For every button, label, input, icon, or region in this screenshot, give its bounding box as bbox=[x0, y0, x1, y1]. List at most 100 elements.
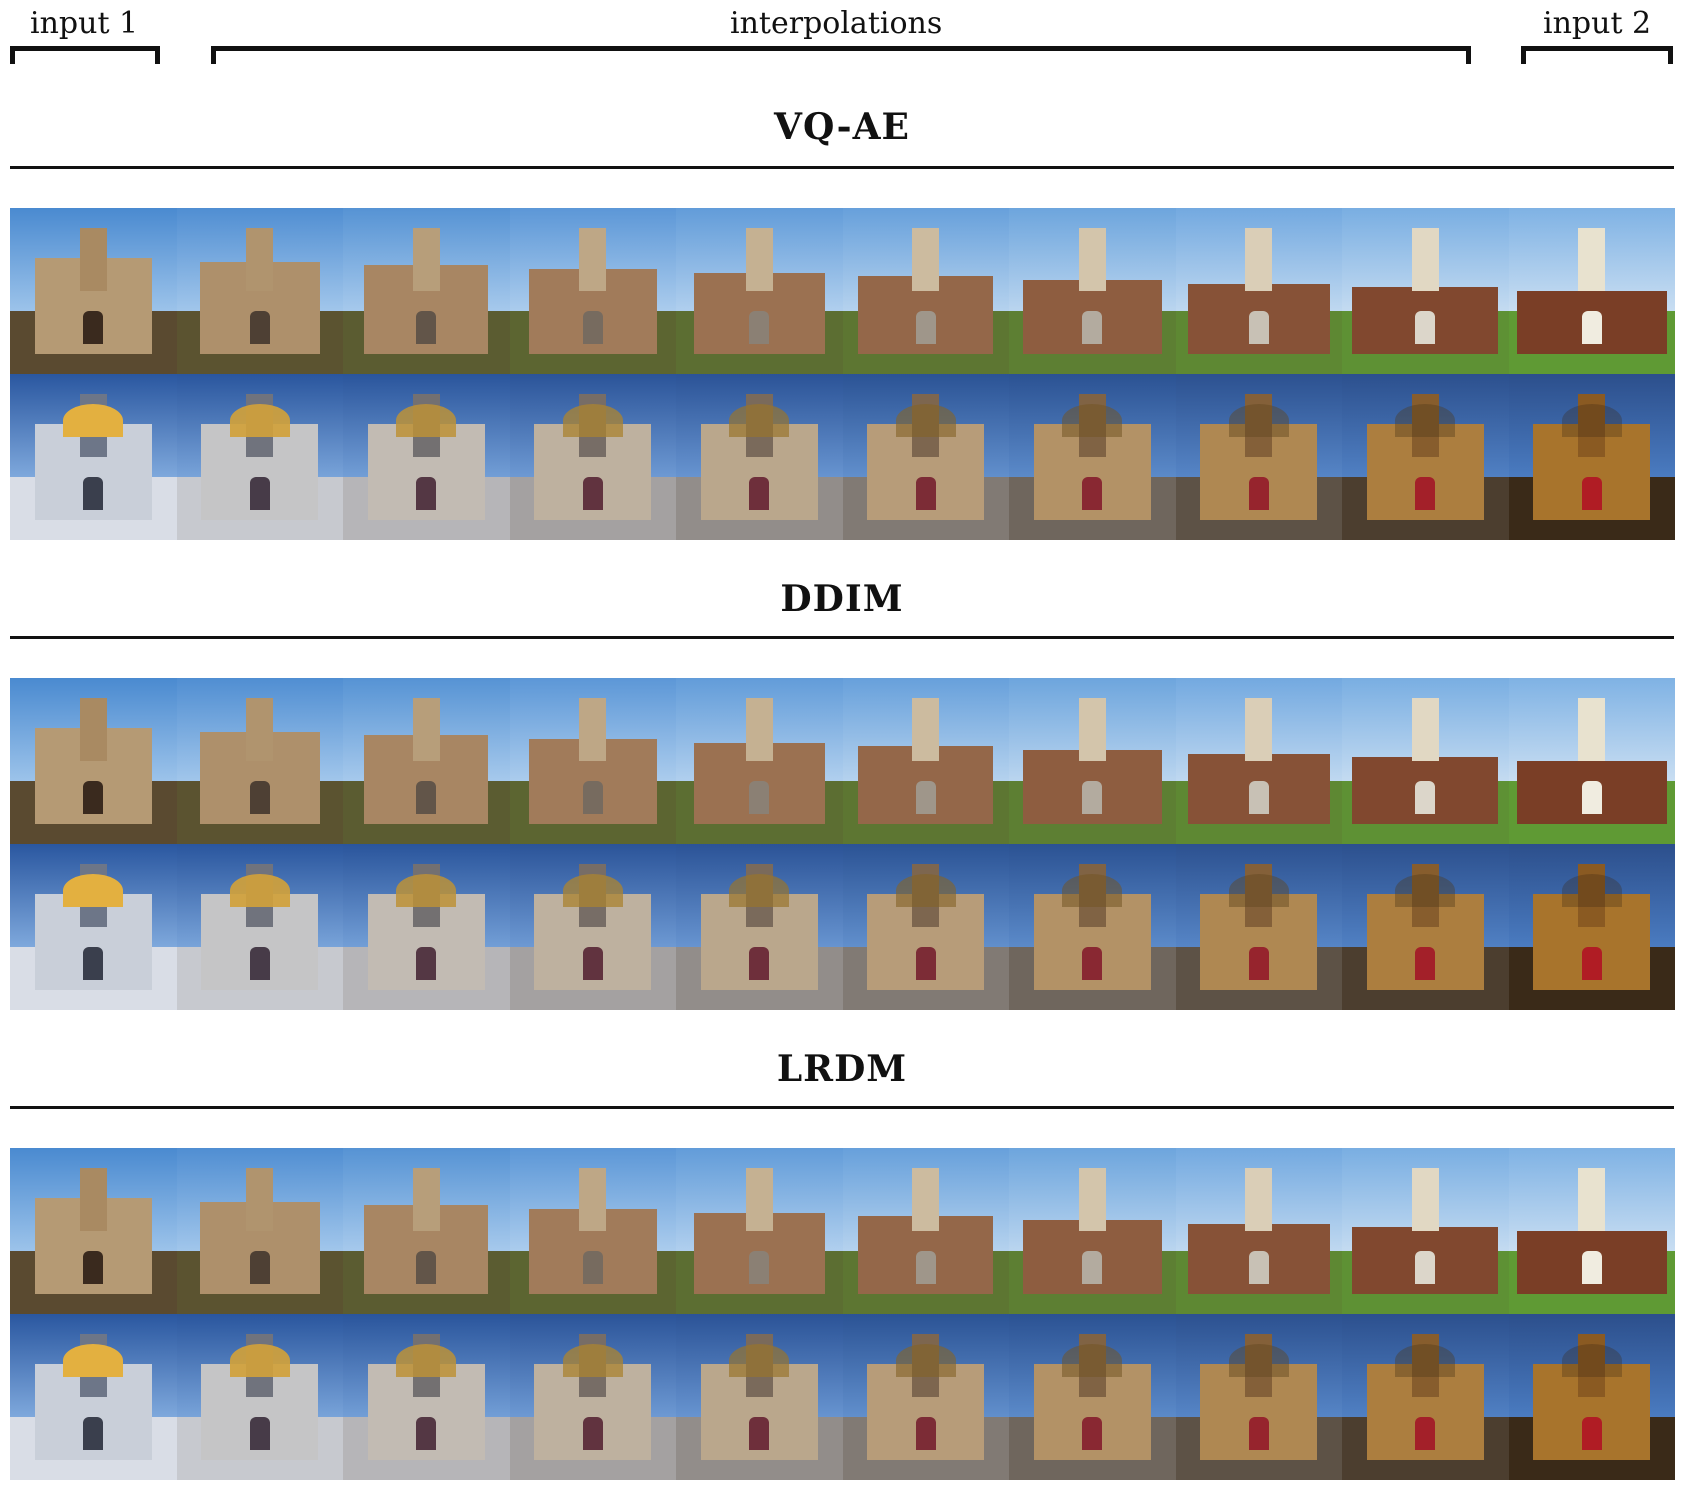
dome-shape bbox=[895, 403, 956, 438]
door-shape bbox=[249, 1250, 270, 1285]
photo-lrdm-r1-c10 bbox=[1508, 1148, 1675, 1314]
photo-vq-ae-r2-c4 bbox=[509, 374, 676, 540]
photo-ddim-r1-c6 bbox=[842, 678, 1009, 844]
tower-shape bbox=[246, 697, 274, 761]
input-2-bracket bbox=[1521, 46, 1673, 64]
photo-ddim-r2-c6 bbox=[842, 844, 1009, 1010]
tower-shape bbox=[1578, 1333, 1606, 1397]
dome-shape bbox=[895, 873, 956, 908]
photo-ddim-r1-c10 bbox=[1508, 678, 1675, 844]
photo-ddim-r2-c1 bbox=[10, 844, 177, 1010]
photo-ddim-r2-c8 bbox=[1175, 844, 1342, 1010]
photo-vq-ae-r1-c3 bbox=[343, 208, 510, 374]
tower-shape bbox=[1078, 697, 1106, 761]
dome-shape bbox=[729, 1343, 790, 1378]
photo-ddim-r2-c4 bbox=[509, 844, 676, 1010]
image-grid-lrdm bbox=[10, 1148, 1675, 1480]
door-shape bbox=[83, 310, 104, 345]
banner-shape bbox=[915, 1416, 936, 1451]
image-grid-ddim bbox=[10, 678, 1675, 1010]
banner-shape bbox=[582, 476, 603, 511]
banner-shape bbox=[1248, 476, 1269, 511]
door-shape bbox=[249, 780, 270, 815]
banner-shape bbox=[1415, 476, 1436, 511]
dome-shape bbox=[1395, 1343, 1456, 1378]
tower-shape bbox=[579, 697, 607, 761]
banner-shape bbox=[1415, 1416, 1436, 1451]
dome-shape bbox=[729, 403, 790, 438]
photo-lrdm-r2-c7 bbox=[1009, 1314, 1176, 1480]
door-shape bbox=[1082, 1250, 1103, 1285]
banner-shape bbox=[749, 476, 770, 511]
banner-shape bbox=[1415, 946, 1436, 981]
dome-shape bbox=[63, 1343, 124, 1378]
photo-vq-ae-r2-c1 bbox=[10, 374, 177, 540]
banner-shape bbox=[83, 1416, 104, 1451]
photo-lrdm-r2-c6 bbox=[842, 1314, 1009, 1480]
dome-shape bbox=[229, 403, 290, 438]
tower-shape bbox=[912, 697, 940, 761]
tower-shape bbox=[1411, 393, 1439, 457]
banner-shape bbox=[582, 946, 603, 981]
photo-ddim-r1-c2 bbox=[176, 678, 343, 844]
photo-vq-ae-r1-c1 bbox=[10, 208, 177, 374]
photo-lrdm-r2-c5 bbox=[676, 1314, 843, 1480]
banner-shape bbox=[416, 946, 437, 981]
photo-ddim-r1-c4 bbox=[509, 678, 676, 844]
door-shape bbox=[416, 1250, 437, 1285]
dome-shape bbox=[729, 873, 790, 908]
tower-shape bbox=[1078, 1167, 1106, 1231]
input-1-label: input 1 bbox=[30, 6, 139, 41]
photo-vq-ae-r1-c4 bbox=[509, 208, 676, 374]
door-shape bbox=[915, 780, 936, 815]
section-title-vq-ae: VQ-AE bbox=[774, 106, 910, 148]
photo-ddim-r2-c5 bbox=[676, 844, 843, 1010]
photo-lrdm-r2-c3 bbox=[343, 1314, 510, 1480]
photo-vq-ae-r1-c6 bbox=[842, 208, 1009, 374]
door-shape bbox=[749, 780, 770, 815]
dome-shape bbox=[562, 403, 623, 438]
photo-lrdm-r2-c10 bbox=[1508, 1314, 1675, 1480]
photo-ddim-r2-c10 bbox=[1508, 844, 1675, 1010]
tower-shape bbox=[1411, 697, 1439, 761]
door-shape bbox=[582, 310, 603, 345]
banner-shape bbox=[915, 476, 936, 511]
door-shape bbox=[1248, 1250, 1269, 1285]
tower-shape bbox=[1078, 227, 1106, 291]
tower-shape bbox=[412, 1167, 440, 1231]
photo-vq-ae-r2-c5 bbox=[676, 374, 843, 540]
dome-shape bbox=[1561, 1343, 1622, 1378]
tower-shape bbox=[1411, 863, 1439, 927]
dome-shape bbox=[1062, 873, 1123, 908]
photo-lrdm-r1-c3 bbox=[343, 1148, 510, 1314]
tower-shape bbox=[79, 227, 107, 291]
dome-shape bbox=[1062, 1343, 1123, 1378]
photo-lrdm-r2-c9 bbox=[1342, 1314, 1509, 1480]
door-shape bbox=[1082, 310, 1103, 345]
photo-lrdm-r2-c8 bbox=[1175, 1314, 1342, 1480]
dome-shape bbox=[63, 873, 124, 908]
banner-shape bbox=[416, 476, 437, 511]
door-shape bbox=[582, 1250, 603, 1285]
banner-shape bbox=[1581, 1416, 1602, 1451]
banner-shape bbox=[1082, 476, 1103, 511]
section-rule-lrdm bbox=[10, 1106, 1674, 1109]
banner-shape bbox=[1082, 1416, 1103, 1451]
dome-shape bbox=[1228, 873, 1289, 908]
door-shape bbox=[1415, 1250, 1436, 1285]
dome-shape bbox=[1395, 403, 1456, 438]
banner-shape bbox=[749, 1416, 770, 1451]
door-shape bbox=[83, 780, 104, 815]
interpolations-bracket bbox=[211, 46, 1471, 64]
tower-shape bbox=[1411, 1333, 1439, 1397]
photo-vq-ae-r2-c10 bbox=[1508, 374, 1675, 540]
section-title-ddim: DDIM bbox=[780, 578, 904, 620]
photo-lrdm-r1-c7 bbox=[1009, 1148, 1176, 1314]
tower-shape bbox=[745, 227, 773, 291]
tower-shape bbox=[246, 1167, 274, 1231]
dome-shape bbox=[1062, 403, 1123, 438]
dome-shape bbox=[229, 1343, 290, 1378]
tower-shape bbox=[1578, 393, 1606, 457]
banner-shape bbox=[1248, 946, 1269, 981]
dome-shape bbox=[1561, 873, 1622, 908]
